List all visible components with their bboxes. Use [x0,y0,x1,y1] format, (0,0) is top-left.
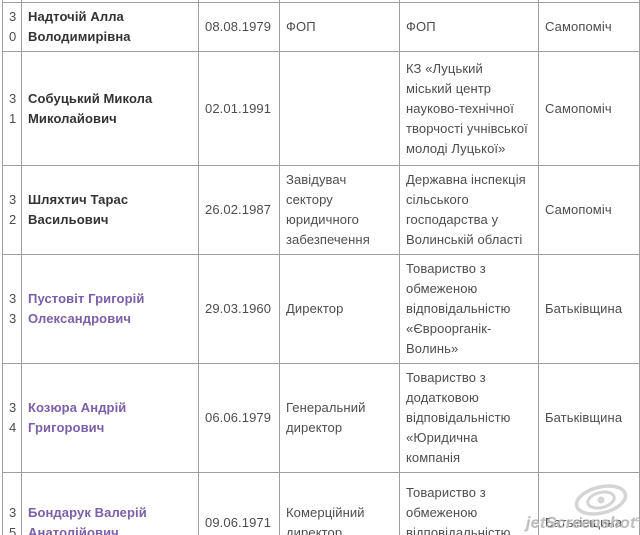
table-row: 35 Бондарук Валерій Анатолійович 09.06.1… [2,472,640,535]
organization-cell: Товариство з додатковою відповідальністю… [399,363,539,473]
position-cell: ФОП [279,2,400,52]
organization-cell: Товариство з обмеженою відповідальністю … [399,472,539,535]
birth-date-cell: 06.06.1979 [198,363,280,473]
position-cell [279,51,400,166]
name-cell: Бондарук Валерій Анатолійович [21,472,199,535]
position-cell: Генеральний директор [279,363,400,473]
table-row: 34 Козюра Андрій Григорович 06.06.1979 Г… [2,363,640,473]
person-name-link[interactable]: Бондарук Валерій Анатолійович [28,504,147,535]
person-name: Надточій Алла Володимирівна [28,9,131,44]
party-cell: Самопоміч [538,165,640,255]
person-name: Собуцький Микола Миколайович [28,90,153,126]
row-number: 35 [2,472,22,535]
position-cell: Директор [279,254,400,364]
name-cell: Шляхтич Тарас Васильович [21,165,199,255]
table-row: 30 Надточій Алла Володимирівна 08.08.197… [2,2,640,52]
person-name: Шляхтич Тарас Васильович [28,192,129,227]
organization-cell: КЗ «Луцький міський центр науково-техніч… [399,51,539,166]
table-row: 32 Шляхтич Тарас Васильович 26.02.1987 З… [2,165,640,255]
position-cell: Завідувач сектору юридичного забезпеченн… [279,165,400,255]
row-number: 30 [2,2,22,52]
row-number: 34 [2,363,22,473]
party-cell: Батьківщина [538,472,640,535]
table-row: 31 Собуцький Микола Миколайович 02.01.19… [2,51,640,166]
birth-date-cell: 09.06.1971 [198,472,280,535]
party-cell: Самопоміч [538,2,640,52]
name-cell: Собуцький Микола Миколайович [21,51,199,166]
position-cell: Комерційний директор [279,472,400,535]
name-cell: Надточій Алла Володимирівна [21,2,199,52]
organization-cell: Державна інспекція сільського господарст… [399,165,539,255]
row-number: 31 [2,51,22,166]
row-number: 32 [2,165,22,255]
birth-date-cell: 29.03.1960 [198,254,280,364]
organization-cell: ФОП [399,2,539,52]
birth-date-cell: 26.02.1987 [198,165,280,255]
organization-cell: Товариство з обмеженою відповідальністю … [399,254,539,364]
person-name-link[interactable]: Пустовіт Григорій Олександрович [28,291,145,326]
row-number: 33 [2,254,22,364]
person-name-link[interactable]: Козюра Андрій Григорович [28,400,127,435]
table-row: 33 Пустовіт Григорій Олександрович 29.03… [2,254,640,364]
party-cell: Самопоміч [538,51,640,166]
birth-date-cell: 08.08.1979 [198,2,280,52]
birth-date-cell: 02.01.1991 [198,51,280,166]
name-cell: Козюра Андрій Григорович [21,363,199,473]
party-cell: Батьківщина [538,254,640,364]
party-cell: Батьківщина [538,363,640,473]
name-cell: Пустовіт Григорій Олександрович [21,254,199,364]
